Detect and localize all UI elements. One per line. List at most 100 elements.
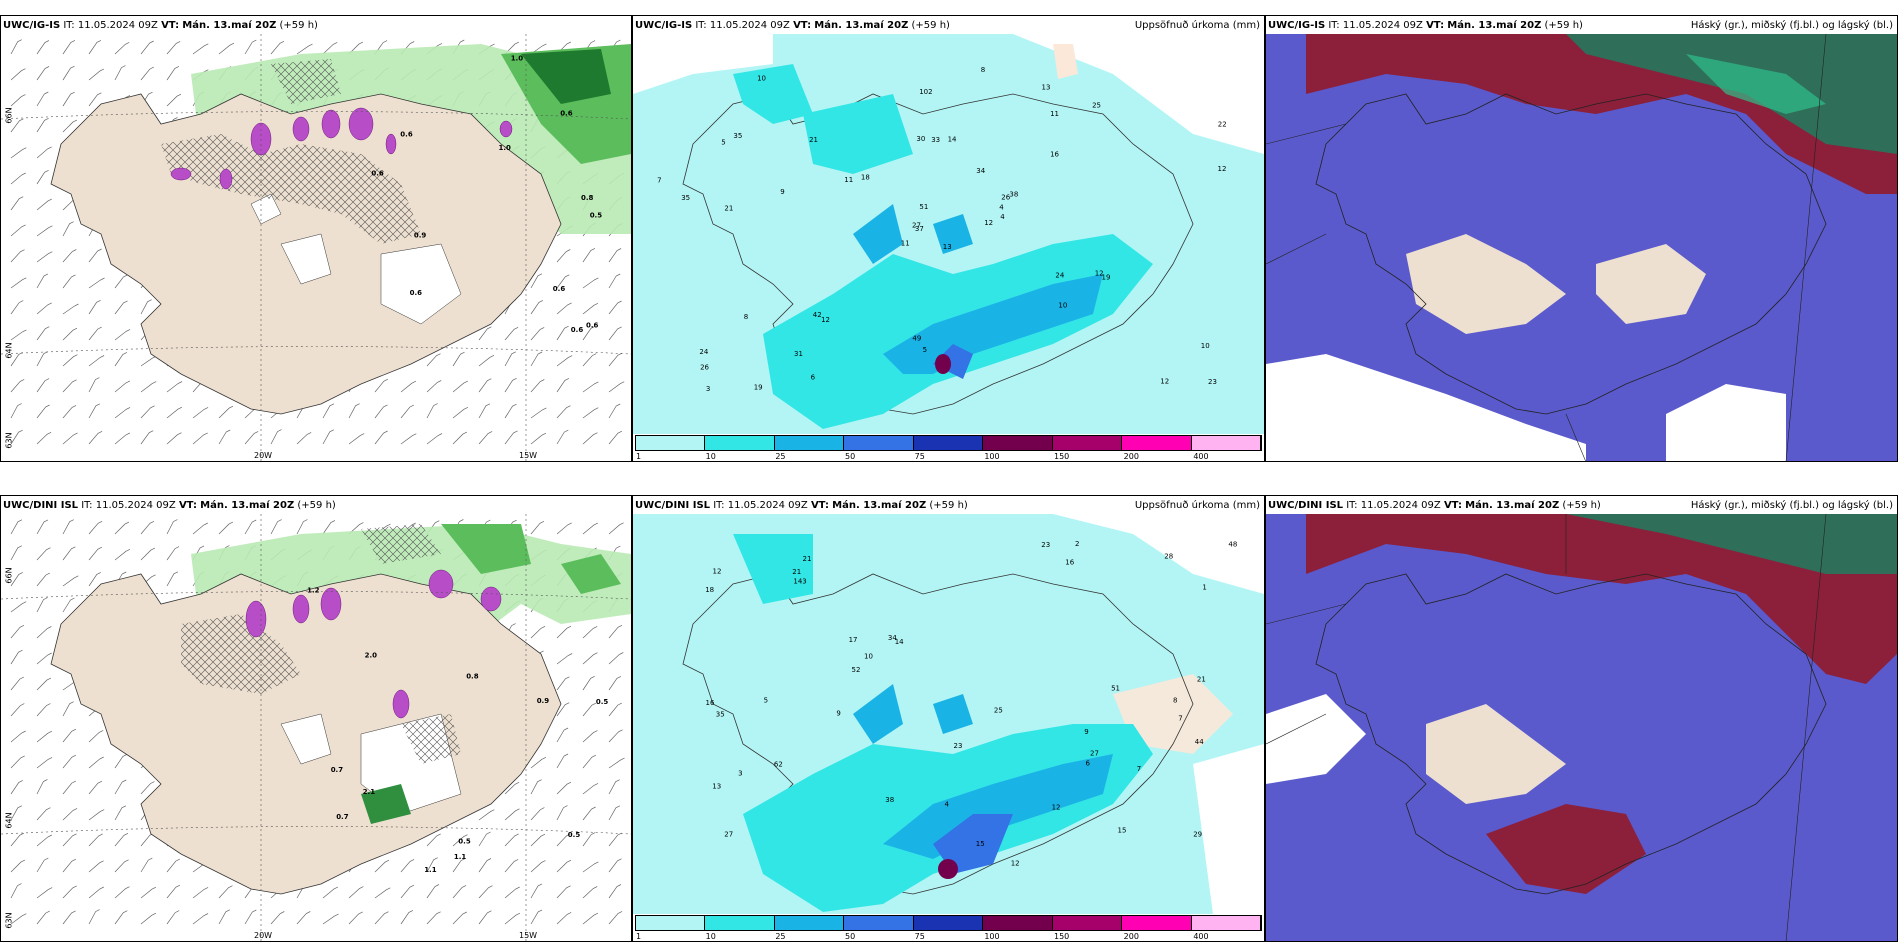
precip-value-label: 25 [994,706,1003,714]
cloud-title-top: Háský (gr.), miðský (fj.bl.) og lágský (… [1690,20,1893,31]
wind-value-label: 0.6 [560,110,573,118]
precip-value-label: 30 [916,135,925,143]
precip-value-label: 13 [712,782,721,790]
precip-value-label: 42 [813,311,822,319]
precip-value-label: 3 [706,385,710,393]
header-precip-top: UWC/IG-IS IT: 11.05.2024 09Z VT: Mán. 13… [635,20,950,31]
colorbar-tick-label: 10 [705,932,716,941]
precip-value-label: 8 [981,66,985,74]
wind-value-label: 1.0 [499,144,512,152]
precip-value-label: 26 [700,364,709,372]
precip-value-label: 10 [864,653,873,661]
precip-value-label: 10 [1201,342,1210,350]
precip-value-label: 21 [724,205,733,213]
precip-value-label: 17 [849,636,858,644]
wind-map-bottom: 1.1 0.5 0.8 1.2 0.5 0.7 1.1 0.7 0.9 2.0 2.1 0.5 [1,514,631,941]
wind-value-label: 0.7 [336,813,349,821]
precip-value-label: 5 [764,697,768,705]
panel-cloud-bottom: UWC/DINI ISL IT: 11.05.2024 09Z VT: Mán.… [1265,495,1898,942]
precip-value-label: 21 [1197,676,1206,684]
precip-value-label: 23 [1208,378,1217,386]
header-cloud-bottom: UWC/DINI ISL IT: 11.05.2024 09Z VT: Mán.… [1268,500,1601,511]
precip-value-label: 12 [1011,860,1020,868]
precip-value-label: 24 [699,348,708,356]
wind-value-label: 0.9 [537,697,550,705]
precip-value-label: 13 [943,243,952,251]
header-precip-bottom: UWC/DINI ISL IT: 11.05.2024 09Z VT: Mán.… [635,500,968,511]
lat-label-64n-top: 64N [4,342,14,359]
colorbar-tick-label: 25 [775,932,786,941]
precip-value-label: 12 [1160,378,1169,386]
precip-value-label: 12 [1218,165,1227,173]
precip-value-label: 27 [1090,749,1099,757]
wind-value-label: 2.1 [363,788,376,796]
panel-precip-top: UWC/IG-IS IT: 11.05.2024 09Z VT: Mán. 13… [632,15,1265,462]
wind-value-label: 0.5 [596,698,609,706]
precip-value-label: 35 [716,710,725,718]
colorbar-swatch [913,436,984,450]
wind-value-label: 0.8 [581,194,594,202]
wind-value-label: 0.6 [553,285,566,293]
lat-label-66n-top: 66N [4,107,14,124]
colorbar-swatch [1052,916,1123,930]
cloud-map-bottom [1266,514,1897,941]
colorbar-tick-label: 150 [1054,452,1070,461]
wind-value-label: 0.7 [331,766,344,774]
wind-value-label: 1.0 [511,54,524,62]
colorbar-tick-label: 400 [1193,452,1209,461]
lat-label-64n-bottom: 64N [4,812,14,829]
lon-label-15w-top: 15W [519,451,538,460]
precip-value-label: 19 [1102,273,1111,281]
wind-value-label: 0.5 [568,831,581,839]
precip-value-label: 33 [931,136,940,144]
wind-map-top: 0.60.81.00.50.90.60.61.00.60.60.60.6 20W [1,34,631,461]
wind-value-label: 0.6 [400,131,413,139]
colorbar-tick-label: 200 [1123,932,1139,941]
precip-value-label: 4 [999,204,1004,212]
precip-value-label: 6 [1086,759,1091,767]
colorbar-tick-label: 50 [845,452,856,461]
colorbar-swatch [1191,916,1261,930]
precip-value-label: 12 [713,568,722,576]
precip-value-label: 38 [1009,191,1018,199]
precip-value-label: 23 [954,742,963,750]
precip-value-label: 27 [912,222,921,230]
precip-value-label: 22 [1218,120,1227,128]
wind-value-label: 0.6 [410,289,423,297]
panel-cloud-top: UWC/IG-IS IT: 11.05.2024 09Z VT: Mán. 13… [1265,15,1898,462]
colorbar-tick-label: 200 [1123,452,1139,461]
precip-value-label: 11 [844,176,853,184]
precip-value-label: 62 [774,761,783,769]
lat-label-63n-bottom: 63N [4,912,14,929]
precip-value-label: 35 [733,132,742,140]
panel-precip-bottom: UWC/DINI ISL IT: 11.05.2024 09Z VT: Mán.… [632,495,1265,942]
precip-value-label: 37 [915,225,924,233]
wind-value-label: 0.9 [414,232,427,240]
colorbar-tick-label: 25 [775,452,786,461]
precip-title-top: Uppsöfnuð úrkoma (mm) [1134,20,1260,31]
precip-value-label: 52 [852,666,861,674]
panel-wind-bottom: UWC/DINI ISL IT: 11.05.2024 09Z VT: Mán.… [0,495,632,942]
wind-value-label: 0.8 [466,672,479,680]
colorbar-tick-label: 150 [1054,932,1070,941]
colorbar-top [635,435,1262,451]
colorbar-swatch [636,916,706,930]
cloud-title-bottom: Háský (gr.), miðský (fj.bl.) og lágský (… [1690,500,1893,511]
precip-value-label: 8 [1173,697,1177,705]
precip-value-label: 51 [1111,684,1120,692]
colorbar-tick-label: 400 [1193,932,1209,941]
lon-label-20w-bottom: 20W [254,931,273,940]
precip-value-label: 11 [901,240,910,248]
precip-value-label: 51 [919,203,928,211]
colorbar-swatch [983,916,1053,930]
lat-label-66n-bottom: 66N [4,567,14,584]
wind-value-label: 0.5 [590,212,603,220]
precip-value-label: 31 [794,350,803,358]
precip-value-label: 21 [809,136,818,144]
wind-value-label: 0.5 [458,837,471,845]
precip-value-label: 15 [976,840,985,848]
precip-value-label: 5 [923,346,927,354]
precip-value-label: 9 [1084,728,1088,736]
precip-value-label: 3 [738,770,742,778]
header-cloud-top: UWC/IG-IS IT: 11.05.2024 09Z VT: Mán. 13… [1268,20,1583,31]
